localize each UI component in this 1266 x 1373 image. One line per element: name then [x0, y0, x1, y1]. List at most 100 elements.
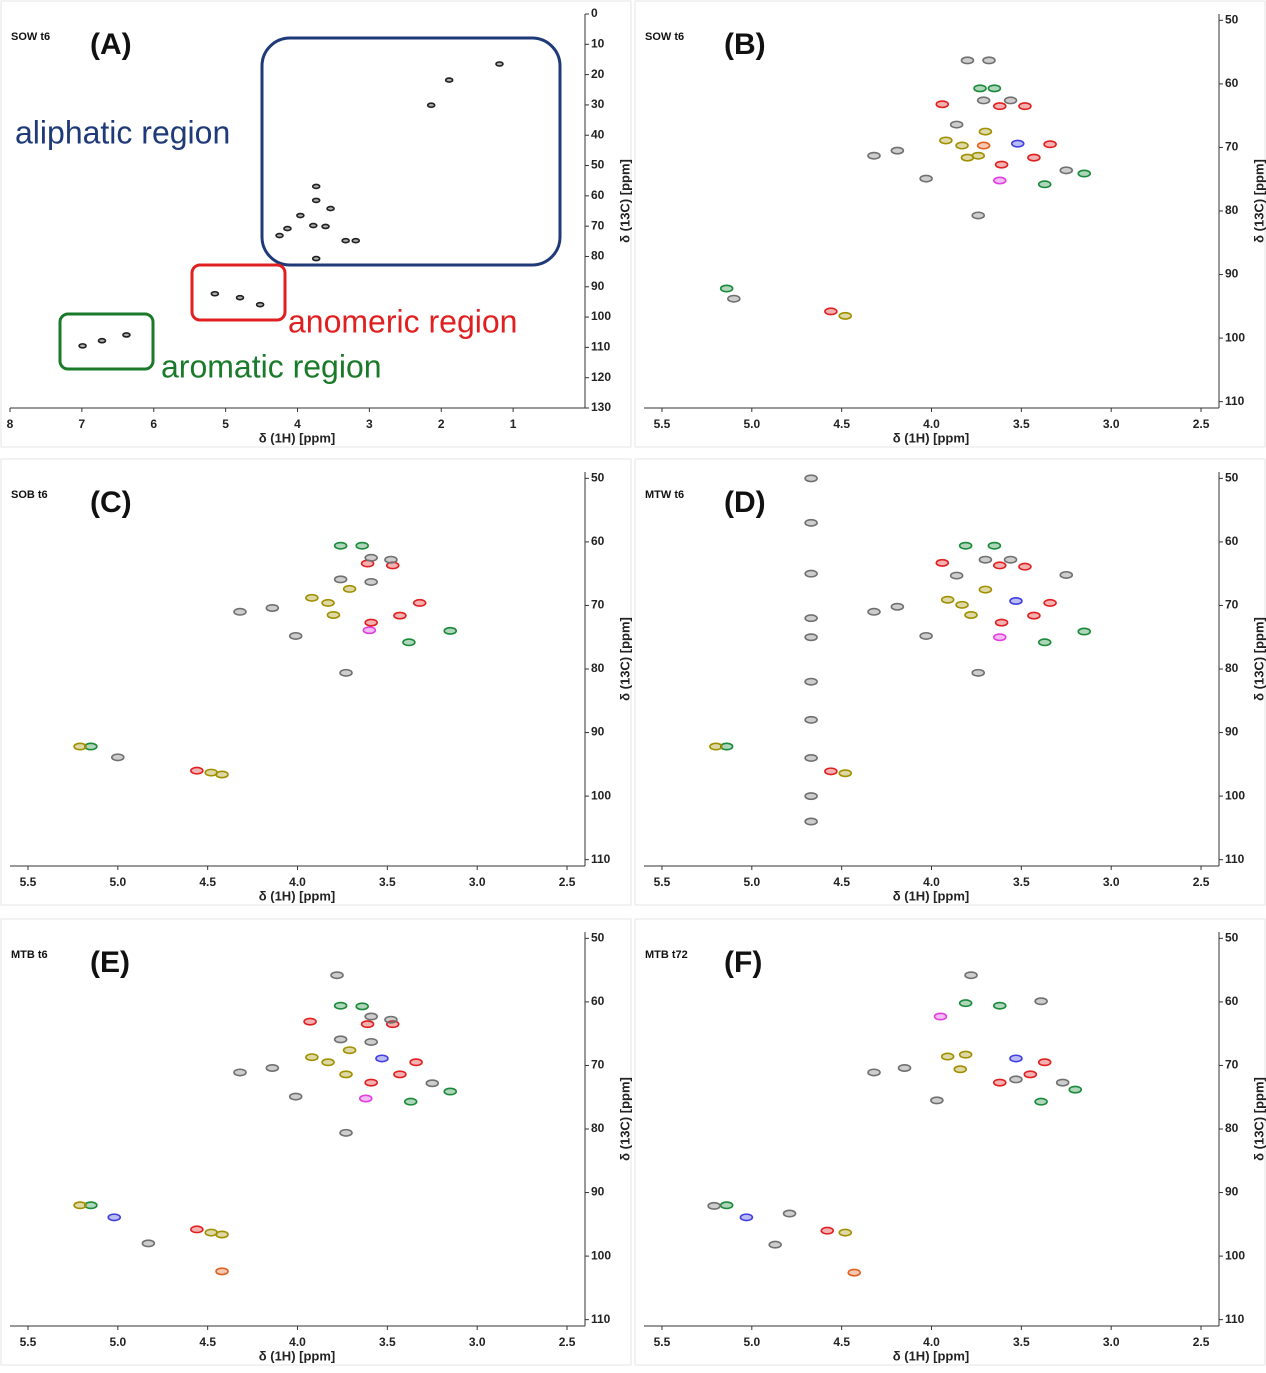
x-tick-label: 4 — [294, 417, 301, 431]
x-axis-label: δ (1H) [ppm] — [259, 430, 335, 445]
peak — [339, 1128, 353, 1137]
peak — [311, 255, 321, 262]
panel-subtitle: MTW t6 — [645, 489, 684, 501]
peak — [1034, 997, 1048, 1006]
peak — [978, 127, 993, 136]
y-tick-label: 90 — [591, 279, 605, 293]
peak — [930, 1096, 944, 1105]
y-tick-label: 0 — [591, 6, 598, 20]
x-tick-label: 5.5 — [654, 1335, 671, 1349]
peak — [1034, 1097, 1048, 1106]
peak — [890, 146, 905, 155]
peak — [215, 1230, 229, 1239]
peak — [355, 1002, 369, 1011]
y-tick-label: 70 — [1225, 1058, 1239, 1072]
peak — [897, 1063, 912, 1072]
y-tick-label: 110 — [591, 340, 611, 354]
peak — [210, 290, 220, 297]
peak — [804, 792, 818, 801]
x-tick-label: 4.0 — [289, 875, 306, 889]
peak — [333, 1035, 348, 1044]
peak — [305, 593, 319, 602]
peak — [1003, 96, 1018, 105]
peak — [933, 1012, 948, 1021]
x-tick-label: 4.0 — [923, 1335, 940, 1349]
peak — [296, 212, 305, 219]
peak — [1077, 627, 1092, 636]
peak — [355, 541, 369, 550]
peak — [73, 1201, 87, 1210]
peak — [393, 1070, 407, 1079]
peak — [321, 1058, 335, 1067]
peak — [960, 56, 975, 65]
x-tick-label: 4.0 — [923, 875, 940, 889]
y-tick-label: 60 — [1225, 76, 1239, 90]
x-tick-label: 2.5 — [559, 1335, 576, 1349]
panel: 50 60 70 80 90 100 110 5.5 5.0 4.5 4.0 3.5 3.0 2.5 δ (… — [0, 918, 632, 1366]
peak — [255, 301, 265, 308]
x-tick-label: 2.5 — [1193, 417, 1210, 431]
panel-frame — [634, 458, 1266, 906]
peak — [964, 971, 978, 980]
y-axis-label: δ (13C) [ppm] — [1251, 159, 1266, 243]
peak — [342, 1046, 357, 1055]
peak — [326, 205, 335, 212]
peak — [727, 294, 741, 303]
y-tick-label: 100 — [1225, 330, 1245, 344]
peak — [321, 223, 330, 230]
peak — [351, 237, 361, 244]
peak — [275, 232, 284, 239]
peak — [330, 971, 344, 980]
x-axis-label: δ (1H) [ppm] — [893, 430, 969, 445]
y-tick-label: 70 — [591, 218, 605, 232]
y-tick-label: 70 — [1225, 140, 1239, 154]
y-tick-label: 40 — [591, 127, 605, 141]
y-tick-label: 50 — [591, 158, 605, 172]
x-tick-label: 2.5 — [1193, 1335, 1210, 1349]
peak — [958, 541, 973, 550]
peak — [838, 1228, 853, 1237]
peak — [402, 638, 416, 647]
y-tick-label: 90 — [591, 1185, 605, 1199]
peak — [804, 518, 818, 527]
y-tick-label: 80 — [591, 1121, 605, 1135]
panel: 50 60 70 80 90 100 110 5.5 5.0 4.5 4.0 3.5 3.0 2.5 δ (… — [634, 458, 1266, 906]
peak — [982, 56, 996, 65]
panel-title: (E) — [90, 946, 130, 979]
panel-title: (C) — [90, 486, 132, 519]
peak — [804, 753, 818, 762]
peak — [1037, 638, 1052, 647]
peak — [804, 817, 818, 826]
y-axis-label: δ (13C) [ppm] — [617, 159, 632, 243]
panel: 50 60 70 80 90 100 110 5.5 5.0 4.5 4.0 3.5 3.0 2.5 δ (… — [634, 918, 1266, 1366]
x-tick-label: 3 — [366, 417, 373, 431]
peak — [303, 1017, 317, 1026]
y-tick-label: 50 — [1225, 13, 1239, 27]
peak — [838, 311, 853, 320]
peak — [719, 284, 734, 293]
region-box — [260, 36, 562, 267]
peak — [364, 1012, 378, 1021]
peak — [288, 631, 303, 640]
x-tick-label: 5.5 — [20, 1335, 37, 1349]
peak — [804, 614, 818, 623]
peak — [364, 1037, 378, 1046]
peak — [987, 84, 1002, 93]
x-tick-label: 5.0 — [743, 417, 760, 431]
region-label: anomeric region — [288, 303, 517, 339]
peak — [971, 211, 986, 220]
peak — [403, 1097, 418, 1106]
peak — [994, 160, 1009, 169]
peak — [820, 1226, 835, 1235]
y-tick-label: 110 — [1225, 852, 1245, 866]
x-tick-label: 4.5 — [199, 1335, 216, 1349]
panel-frame — [0, 0, 632, 448]
peak — [992, 561, 1007, 570]
peak — [824, 307, 838, 316]
peak — [426, 102, 436, 109]
peak — [1018, 562, 1032, 571]
x-tick-label: 5.0 — [109, 1335, 126, 1349]
peak — [215, 1267, 229, 1276]
